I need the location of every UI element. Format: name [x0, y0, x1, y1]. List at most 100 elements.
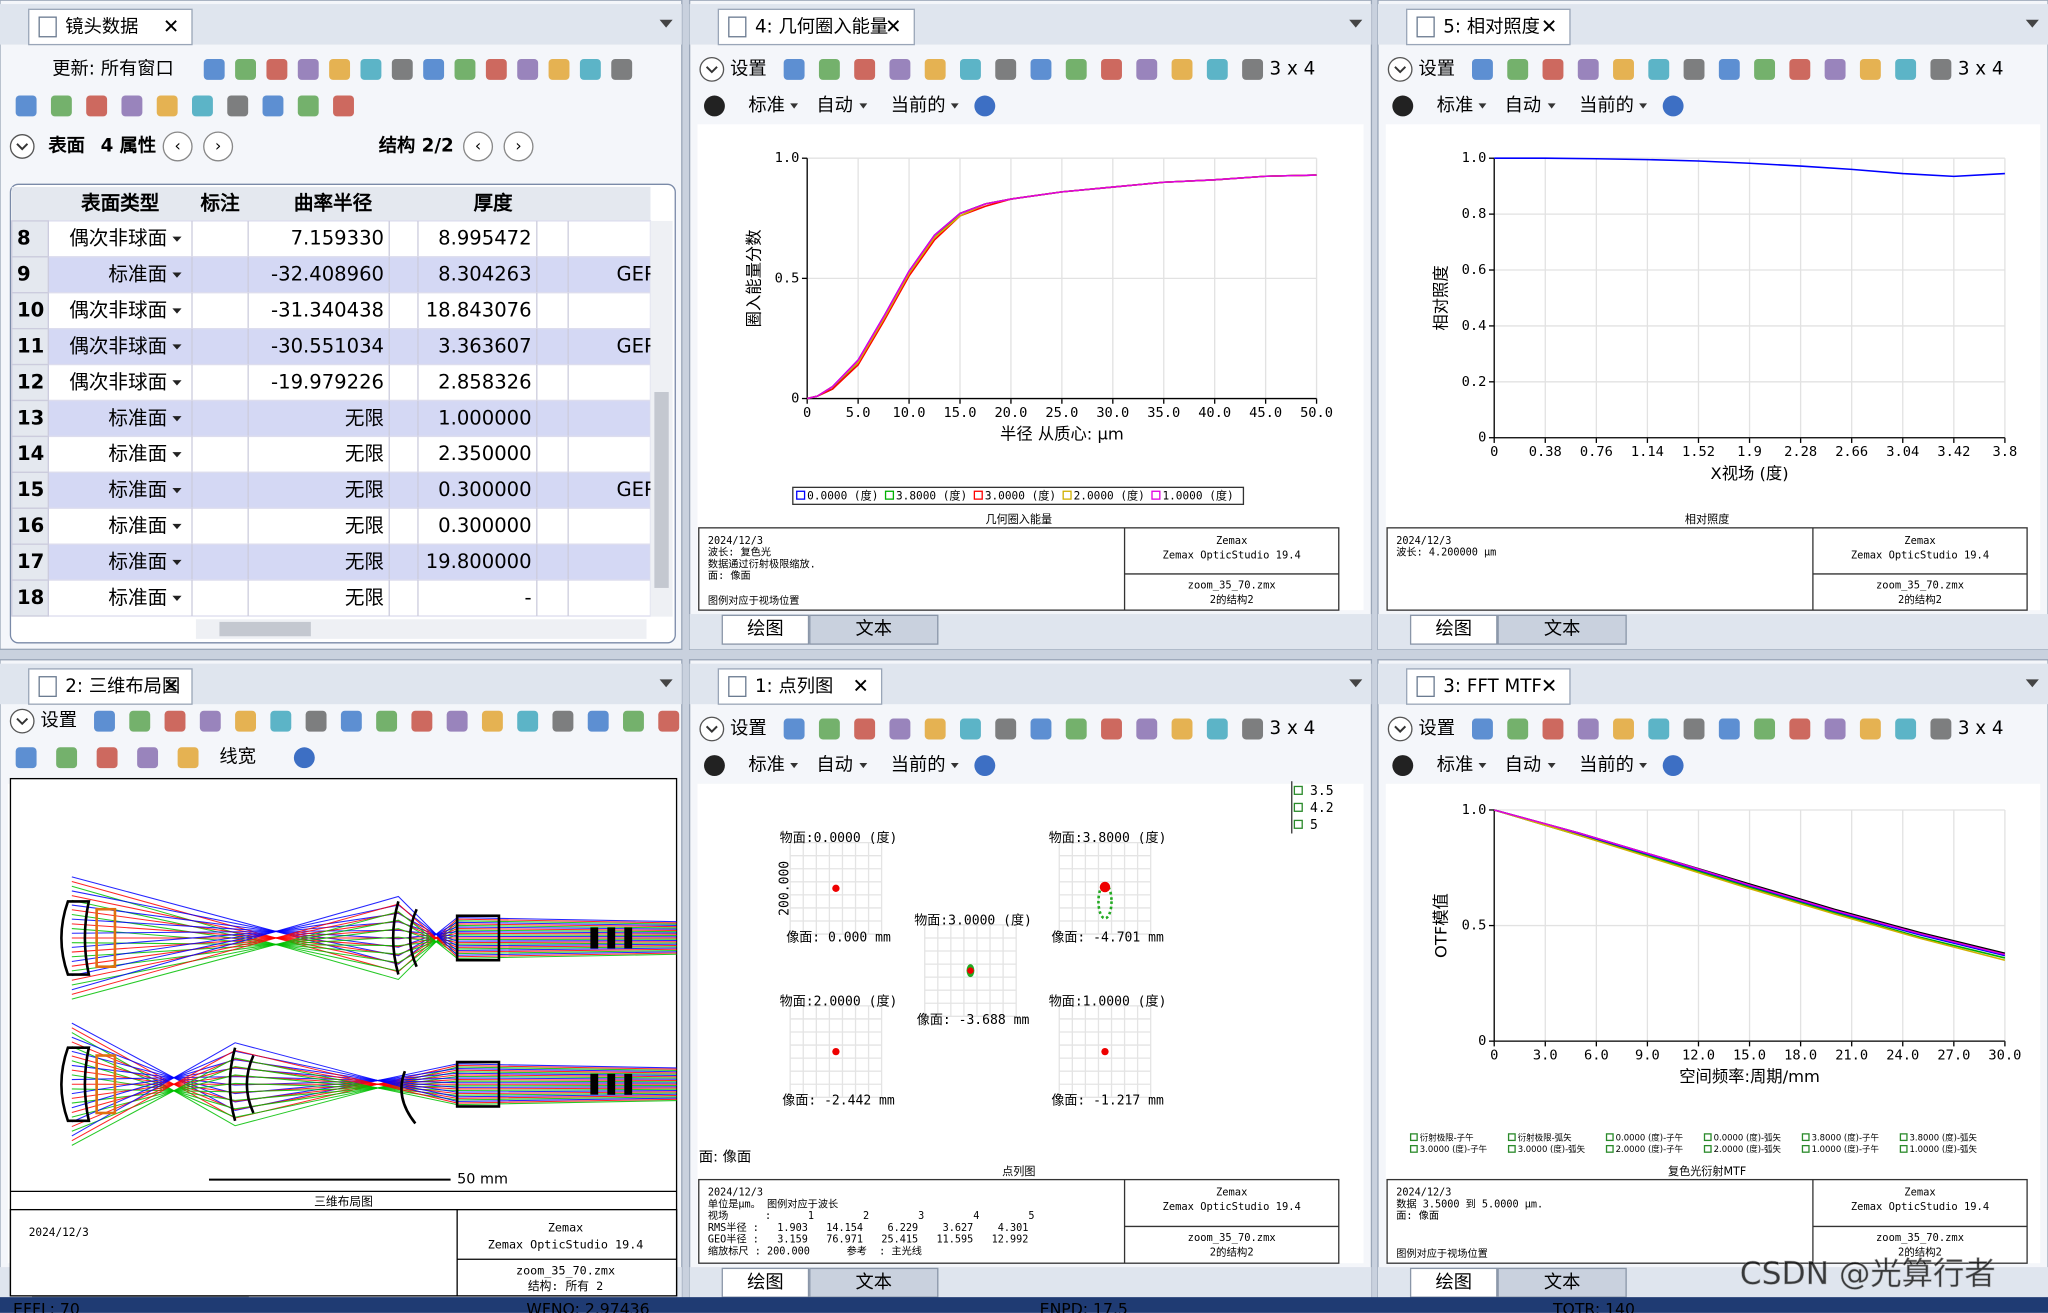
toolbar-icon[interactable]: [1206, 718, 1228, 740]
toolbar-icon[interactable]: [1648, 58, 1670, 80]
material-cell[interactable]: GER: [616, 263, 658, 286]
settings-button[interactable]: 设置: [730, 718, 767, 739]
toolbar-icon[interactable]: [227, 95, 249, 117]
window-tab-title[interactable]: 3: FFT MTF: [1443, 676, 1542, 697]
table-row[interactable]: [47, 328, 652, 366]
standard-dropdown[interactable]: 标准: [1437, 755, 1474, 776]
radius-cell[interactable]: 无限: [345, 586, 384, 609]
toolbar-icon[interactable]: [587, 710, 609, 732]
standard-dropdown[interactable]: 标准: [748, 95, 785, 116]
thickness-cell[interactable]: 19.800000: [426, 550, 532, 573]
toolbar-icon[interactable]: [960, 58, 981, 80]
toolbar-icon[interactable]: [1789, 718, 1811, 740]
toolbar-icon[interactable]: [15, 747, 37, 769]
window-menu[interactable]: [659, 679, 673, 688]
dropdown-button[interactable]: [699, 716, 725, 742]
toolbar-icon[interactable]: [297, 95, 319, 117]
view-tab-label[interactable]: 文本: [1544, 1272, 1581, 1293]
surface-type[interactable]: 偶次非球面: [69, 227, 167, 250]
surface-type[interactable]: 偶次非球面: [69, 334, 167, 357]
toolbar-icon[interactable]: [1136, 58, 1158, 80]
toolbar-icon[interactable]: [1824, 58, 1846, 80]
toolbar-icon[interactable]: [1136, 718, 1158, 740]
toolbar-icon[interactable]: [1930, 58, 1952, 80]
view-tab-label[interactable]: 绘图: [747, 1272, 784, 1293]
toolbar-icon[interactable]: [1859, 58, 1881, 80]
window-menu[interactable]: [2025, 679, 2039, 688]
toolbar-icon[interactable]: [391, 58, 413, 80]
surface-type[interactable]: 标准面: [108, 263, 167, 286]
v-scroll-thumb[interactable]: [654, 392, 669, 588]
toolbar-icon[interactable]: [1648, 718, 1670, 740]
toolbar-icon[interactable]: [1718, 58, 1740, 80]
view-tab[interactable]: [809, 1267, 939, 1298]
radius-cell[interactable]: 无限: [345, 478, 384, 501]
surface-type[interactable]: 标准面: [108, 406, 167, 429]
toolbar-icon[interactable]: [1065, 718, 1087, 740]
current-dropdown[interactable]: 当前的: [1579, 755, 1634, 776]
type-dropdown[interactable]: [172, 559, 182, 566]
toolbar-icon[interactable]: [1754, 58, 1776, 80]
window-tab-title[interactable]: 1: 点列图: [755, 676, 833, 697]
toolbar-icon[interactable]: [995, 718, 1017, 740]
thickness-cell[interactable]: 1.000000: [438, 406, 531, 429]
toolbar-icon[interactable]: [1718, 718, 1740, 740]
surface-type[interactable]: 标准面: [108, 550, 167, 573]
radius-cell[interactable]: -30.551034: [271, 334, 384, 357]
thickness-cell[interactable]: 2.350000: [438, 442, 531, 465]
toolbar-icon[interactable]: [454, 58, 476, 80]
toolbar-icon[interactable]: [783, 718, 805, 740]
window-tab[interactable]: [717, 8, 915, 46]
column-header[interactable]: 厚度: [473, 191, 513, 214]
surface-type[interactable]: 标准面: [108, 514, 167, 537]
standard-dropdown[interactable]: 标准: [748, 755, 785, 776]
toolbar-icon[interactable]: [1030, 58, 1052, 80]
material-cell[interactable]: GER: [616, 334, 658, 357]
view-tab-label[interactable]: 绘图: [1435, 619, 1472, 640]
toolbar-icon[interactable]: [1789, 58, 1811, 80]
toolbar-icon[interactable]: [1171, 718, 1193, 740]
toolbar-icon[interactable]: [235, 58, 256, 80]
auto-dropdown[interactable]: 自动: [1505, 95, 1542, 116]
toolbar-icon[interactable]: [1542, 718, 1564, 740]
window-tab[interactable]: [28, 8, 193, 46]
thickness-cell[interactable]: 8.304263: [438, 263, 531, 286]
window-tab-title[interactable]: 4: 几何圈入能量: [755, 17, 888, 38]
toolbar-icon[interactable]: [485, 58, 507, 80]
toolbar-icon[interactable]: [96, 747, 118, 769]
view-tab-label[interactable]: 绘图: [1435, 1272, 1472, 1293]
toolbar-icon[interactable]: [129, 710, 151, 732]
toolbar-icon[interactable]: [889, 718, 911, 740]
column-header[interactable]: 曲率半径: [294, 191, 373, 214]
layout-button[interactable]: 3 x 4: [1958, 58, 2004, 79]
thickness-cell[interactable]: 0.300000: [438, 478, 531, 501]
radius-cell[interactable]: -19.979226: [271, 370, 384, 393]
toolbar-icon[interactable]: [411, 710, 433, 732]
type-dropdown[interactable]: [172, 452, 182, 458]
type-dropdown[interactable]: [172, 523, 182, 530]
current-dropdown[interactable]: 当前的: [891, 95, 946, 116]
type-dropdown[interactable]: [172, 236, 182, 242]
toolbar-icon[interactable]: [446, 710, 468, 732]
thickness-cell[interactable]: -: [525, 586, 532, 609]
window-menu[interactable]: [1349, 19, 1363, 28]
nav-button[interactable]: [203, 131, 234, 162]
toolbar-icon[interactable]: [854, 718, 876, 740]
radius-cell[interactable]: 无限: [345, 514, 384, 537]
toolbar-icon[interactable]: [156, 95, 178, 117]
close-button[interactable]: ✕: [163, 15, 179, 38]
toolbar-icon[interactable]: [15, 95, 37, 117]
dropdown-button[interactable]: [699, 56, 725, 82]
surface-toggle[interactable]: 表面: [48, 134, 85, 156]
type-dropdown[interactable]: [172, 344, 182, 350]
table-row[interactable]: [47, 220, 652, 258]
thickness-cell[interactable]: 2.858326: [438, 370, 531, 393]
toolbar-icon[interactable]: [333, 95, 354, 117]
toolbar-icon[interactable]: [164, 710, 186, 732]
settings-button[interactable]: 设置: [40, 710, 77, 731]
toolbar-icon[interactable]: [1859, 718, 1881, 740]
radius-cell[interactable]: 无限: [345, 406, 384, 429]
toolbar-icon[interactable]: [297, 58, 319, 80]
material-cell[interactable]: GER: [616, 478, 658, 501]
toolbar-icon[interactable]: [1101, 718, 1122, 740]
